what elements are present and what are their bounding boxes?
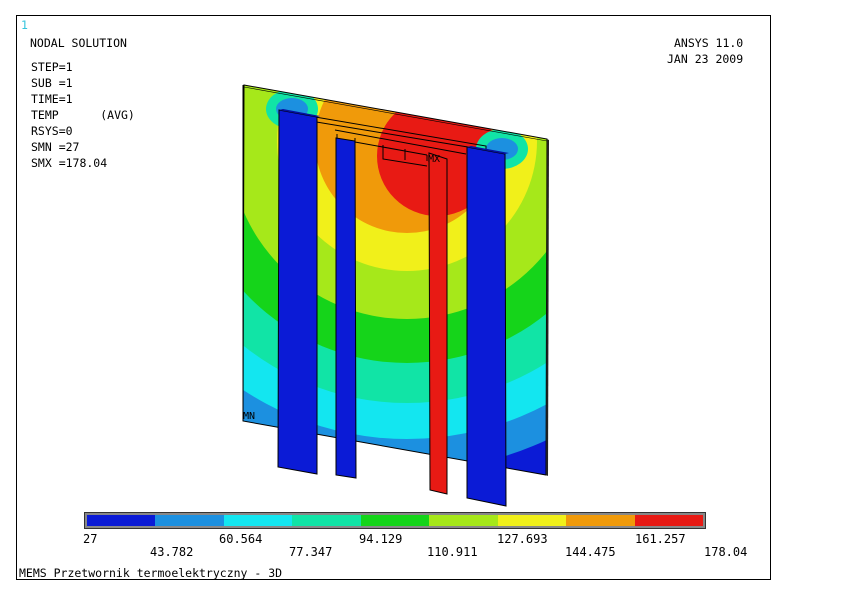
legend-label-27: 27	[83, 532, 98, 546]
substrate-plate	[242, 84, 549, 476]
legend-swatch-9	[634, 515, 703, 526]
legend-swatch-6	[429, 515, 498, 526]
color-legend	[84, 512, 706, 529]
legend-label-144475: 144.475	[565, 545, 616, 559]
legend-label-77347: 77.347	[289, 545, 333, 559]
legend-label-43782: 43.782	[150, 545, 194, 559]
legend-label-161257: 161.257	[635, 532, 686, 546]
legend-label-17804: 178.04	[704, 545, 748, 559]
solution-title: NODAL SOLUTION	[30, 36, 127, 50]
legend-swatch-3	[223, 515, 293, 526]
legend-swatch-8	[566, 515, 635, 526]
right-blue-beam	[466, 146, 509, 507]
legend-swatch-1	[87, 515, 156, 526]
legend-label-127693: 127.693	[497, 532, 548, 546]
legend-swatch-4	[292, 515, 361, 526]
info-rsys: RSYS=0	[31, 124, 73, 138]
info-sub: SUB =1	[31, 76, 73, 90]
info-smn: SMN =27	[31, 140, 80, 154]
contour-model-view: MN MX	[242, 84, 549, 507]
window-number: 1	[21, 18, 28, 32]
ansys-version: ANSYS 11.0	[674, 36, 744, 50]
plot-caption: MEMS Przetwornik termoelektryczny - 3D	[19, 566, 283, 580]
info-step: STEP=1	[31, 60, 73, 74]
legend-swatch-5	[360, 515, 430, 526]
legend-label-110911: 110.911	[427, 545, 478, 559]
red-thermo-beam	[428, 152, 448, 495]
info-time: TIME=1	[31, 92, 73, 106]
left-blue-beam	[277, 109, 320, 475]
info-smx: SMX =178.04	[31, 156, 108, 170]
plot-date: JAN 23 2009	[667, 52, 744, 66]
min-marker: MN	[243, 411, 255, 422]
middle-blue-beam	[335, 137, 357, 479]
legend-swatch-7	[497, 515, 567, 526]
plot-window: 1 NODAL SOLUTION STEP=1 SUB =1 TIME=1 TE…	[16, 15, 771, 580]
info-temp: TEMP (AVG)	[31, 108, 135, 122]
max-marker: MX	[428, 154, 440, 165]
legend-label-94129: 94.129	[359, 532, 403, 546]
legend-swatch-2	[155, 515, 224, 526]
legend-label-60564: 60.564	[219, 532, 263, 546]
